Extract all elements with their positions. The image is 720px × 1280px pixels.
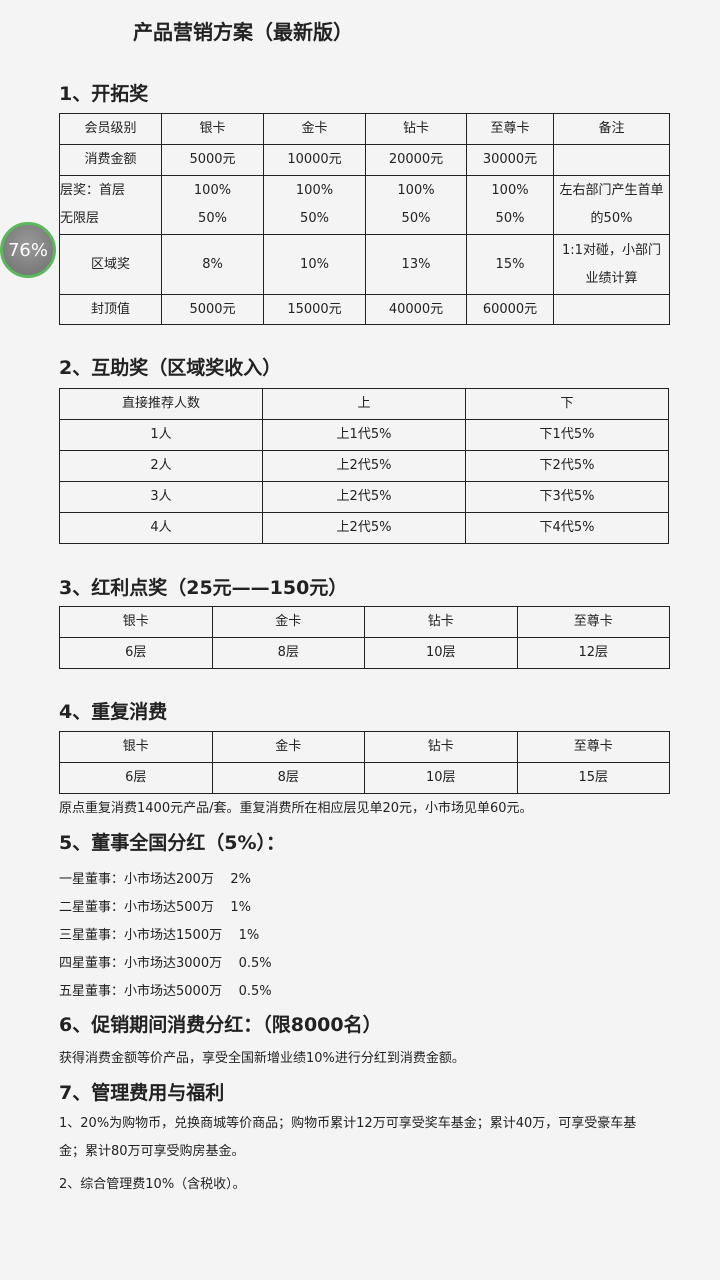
- table-cell: 3人: [59, 481, 263, 513]
- table-cell: 下4代5%: [465, 512, 669, 544]
- table-4: 银卡 金卡 钻卡 至尊卡 6层 8层 10层 15层: [59, 731, 670, 794]
- director-item: 二星董事：小市场达500万 1%: [59, 900, 251, 915]
- table-2: 直接推荐人数上下 1人 上1代5% 下1代5% 2人 上2代5% 下2代5% 3人 上2代5% 下…: [59, 388, 669, 544]
- table-cell: 封顶值: [59, 294, 162, 325]
- director-item: 四星董事：小市场达3000万 0.5%: [59, 956, 272, 971]
- table-row: 直接推荐人数上下: [59, 388, 669, 420]
- table-cell: 层奖：首层 无限层: [59, 175, 162, 235]
- table-cell: [553, 294, 670, 325]
- table-cell: 100% 50%: [263, 175, 366, 235]
- table-row: 银卡 金卡 钻卡 至尊卡: [59, 731, 670, 763]
- table-cell: 银卡: [59, 731, 213, 763]
- director-item: 一星董事：小市场达200万 2%: [59, 872, 251, 887]
- table-row: 层奖：首层 无限层 100% 50% 100% 50% 100% 50% 100% 50…: [59, 175, 670, 235]
- table-cell: 左右部门产生首单 的50%: [553, 175, 670, 235]
- section-7-heading: 7、管理费用与福利: [59, 1082, 225, 1104]
- repeat-note: 原点重复消费1400元产品/套。重复消费所在相应层见单20元，小市场见单60元。: [59, 801, 533, 816]
- table-cell: 备注: [553, 113, 670, 145]
- table-cell: 5000元: [161, 144, 264, 176]
- table-row: 封顶值 5000元 15000元 40000元 60000元: [59, 294, 670, 325]
- table-row: 2人 上2代5% 下2代5%: [59, 450, 669, 482]
- table-cell: 60000元: [466, 294, 554, 325]
- table-cell: 至尊卡: [516, 606, 670, 638]
- table-cell: 15%: [466, 234, 554, 295]
- table-cell: 40000元: [365, 294, 467, 325]
- table-cell: 6层: [59, 762, 213, 794]
- table-cell: 5000元: [161, 294, 264, 325]
- table-cell: 100% 50%: [466, 175, 554, 235]
- table-cell: 钻卡: [364, 606, 518, 638]
- table-cell: 下2代5%: [465, 450, 669, 482]
- section-7-line-1: 1、20%为购物币，兑换商城等价商品；购物币累计12万可享受奖车基金；累计40万…: [59, 1116, 637, 1159]
- table-cell: [553, 144, 670, 176]
- table-cell: 15000元: [263, 294, 366, 325]
- table-cell: 上1代5%: [262, 419, 466, 451]
- table-row: 6层 8层 10层 12层: [59, 637, 670, 669]
- table-row: 6层 8层 10层 15层: [59, 762, 670, 794]
- table-cell: 银卡: [161, 113, 264, 145]
- section-4-heading: 4、重复消费: [59, 701, 168, 723]
- table-cell: 8层: [211, 762, 365, 794]
- table-cell: 1:1对碰，小部门 业绩计算: [553, 234, 670, 295]
- table-cell: 至尊卡: [516, 731, 670, 763]
- table-cell: 金卡: [211, 606, 365, 638]
- page-title: 产品营销方案（最新版）: [133, 20, 353, 44]
- table-cell: 下1代5%: [465, 419, 669, 451]
- section-6-text: 获得消费金额等价产品，享受全国新增业绩10%进行分红到消费金额。: [59, 1051, 465, 1066]
- table-cell: 8层: [211, 637, 365, 669]
- table-cell: 1人: [59, 419, 263, 451]
- section-2-heading: 2、互助奖（区域奖收入）: [59, 357, 282, 379]
- table-cell: 100% 50%: [365, 175, 467, 235]
- table-row: 区域奖 8% 10% 13% 15% 1:1对碰，小部门 业绩计算: [59, 234, 670, 295]
- table-row: 会员级别 银卡 金卡 钻卡 至尊卡 备注: [59, 113, 670, 145]
- table-cell: 10%: [263, 234, 366, 295]
- table-cell: 直接推荐人数: [59, 388, 263, 420]
- director-item: 五星董事：小市场达5000万 0.5%: [59, 984, 272, 999]
- director-item: 三星董事：小市场达1500万 1%: [59, 928, 260, 943]
- table-3: 银卡 金卡 钻卡 至尊卡 6层 8层 10层 12层: [59, 606, 670, 669]
- table-row: 消费金额 5000元 10000元 20000元 30000元: [59, 144, 670, 176]
- table-cell: 上2代5%: [262, 512, 466, 544]
- section-3-heading: 3、红利点奖（25元——150元）: [59, 577, 348, 599]
- director-list: 一星董事：小市场达200万 2% 二星董事：小市场达500万 1% 三星董事：小市场…: [59, 866, 272, 1006]
- table-row: 3人 上2代5% 下3代5%: [59, 481, 669, 513]
- table-cell: 下: [465, 388, 669, 420]
- table-cell: 上: [262, 388, 466, 420]
- table-row: 4人 上2代5% 下4代5%: [59, 512, 669, 544]
- section-5-heading: 5、董事全国分红（5%）：: [59, 832, 285, 854]
- table-cell: 金卡: [263, 113, 366, 145]
- table-cell: 20000元: [365, 144, 467, 176]
- section-1-heading: 1、开拓奖: [59, 83, 149, 105]
- table-cell: 4人: [59, 512, 263, 544]
- section-7-line-2: 2、综合管理费10%（含税收）。: [59, 1177, 246, 1192]
- table-cell: 10层: [364, 637, 518, 669]
- table-cell: 13%: [365, 234, 467, 295]
- table-cell: 10000元: [263, 144, 366, 176]
- table-cell: 消费金额: [59, 144, 162, 176]
- table-cell: 会员级别: [59, 113, 162, 145]
- table-cell: 金卡: [211, 731, 365, 763]
- progress-badge[interactable]: 76%: [0, 222, 56, 278]
- table-cell: 8%: [161, 234, 264, 295]
- table-cell: 10层: [364, 762, 518, 794]
- table-cell: 至尊卡: [466, 113, 554, 145]
- table-cell: 银卡: [59, 606, 213, 638]
- table-cell: 6层: [59, 637, 213, 669]
- table-row: 银卡 金卡 钻卡 至尊卡: [59, 606, 670, 638]
- table-cell: 2人: [59, 450, 263, 482]
- table-cell: 区域奖: [59, 234, 162, 295]
- table-cell: 钻卡: [365, 113, 467, 145]
- table-cell: 100% 50%: [161, 175, 264, 235]
- table-cell: 下3代5%: [465, 481, 669, 513]
- section-6-heading: 6、促销期间消费分红：（限8000名）: [59, 1014, 382, 1036]
- table-row: 1人 上1代5% 下1代5%: [59, 419, 669, 451]
- table-cell: 12层: [516, 637, 670, 669]
- table-1: 会员级别 银卡 金卡 钻卡 至尊卡 备注 消费金额 5000元 10000元 20000元 3000…: [59, 113, 670, 325]
- table-cell: 上2代5%: [262, 450, 466, 482]
- table-cell: 15层: [516, 762, 670, 794]
- table-cell: 上2代5%: [262, 481, 466, 513]
- table-cell: 30000元: [466, 144, 554, 176]
- table-cell: 钻卡: [364, 731, 518, 763]
